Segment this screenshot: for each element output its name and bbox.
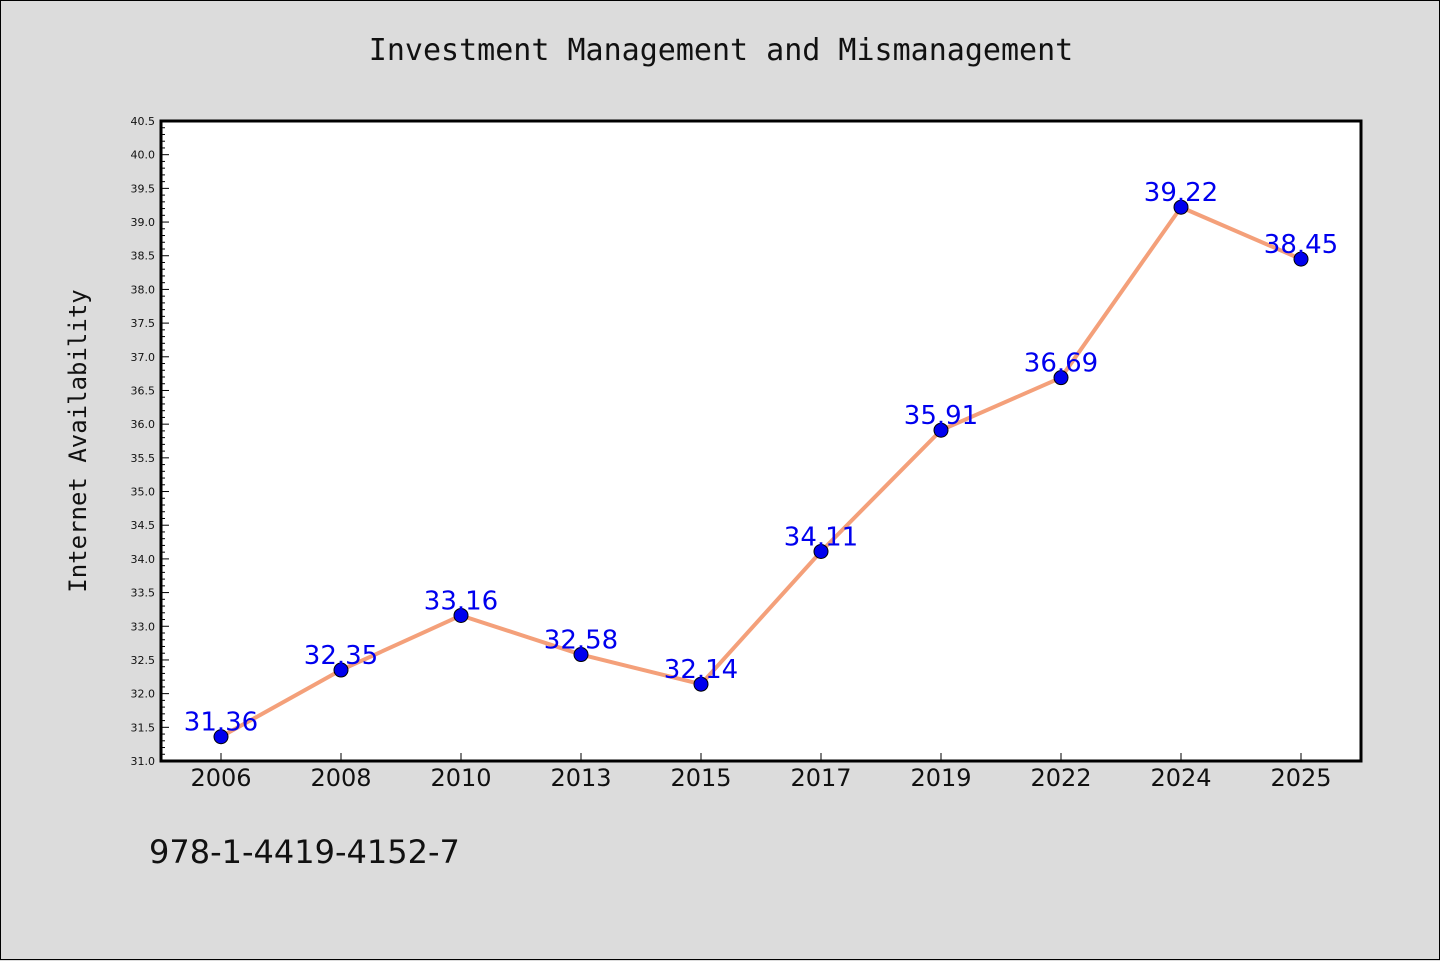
y-tick-label: 40.5 bbox=[131, 115, 156, 128]
y-tick-label: 40.0 bbox=[131, 149, 156, 162]
footer-code: 978-1-4419-4152-7 bbox=[149, 833, 460, 871]
series-line bbox=[219, 205, 1303, 739]
x-tick-label: 2024 bbox=[1150, 764, 1211, 792]
data-point bbox=[693, 676, 709, 692]
x-tick-label: 2013 bbox=[550, 764, 611, 792]
y-tick-label: 32.0 bbox=[131, 688, 156, 701]
y-tick-label: 37.5 bbox=[131, 317, 156, 330]
x-tick-label: 2006 bbox=[190, 764, 251, 792]
x-tick-label: 2010 bbox=[430, 764, 491, 792]
data-point bbox=[1053, 370, 1069, 386]
y-tick-label: 38.0 bbox=[131, 283, 156, 296]
data-point bbox=[573, 647, 589, 663]
data-point bbox=[1173, 199, 1189, 215]
data-point bbox=[453, 607, 469, 623]
data-label: 35.91 bbox=[904, 401, 978, 431]
x-tick-label: 2025 bbox=[1270, 764, 1331, 792]
y-tick-label: 39.5 bbox=[131, 182, 156, 195]
x-tick-label: 2019 bbox=[910, 764, 971, 792]
data-point bbox=[813, 543, 829, 559]
y-tick-label: 32.5 bbox=[131, 654, 156, 667]
y-tick-label: 31.5 bbox=[131, 721, 156, 734]
y-tick-label: 34.5 bbox=[131, 519, 156, 532]
x-tick-label: 2022 bbox=[1030, 764, 1091, 792]
data-label: 38.45 bbox=[1264, 230, 1338, 260]
y-tick-label: 34.0 bbox=[131, 553, 156, 566]
data-label: 33.16 bbox=[424, 586, 498, 616]
y-tick-label: 36.0 bbox=[131, 418, 156, 431]
data-label: 36.69 bbox=[1024, 349, 1098, 379]
x-tick-label: 2008 bbox=[310, 764, 371, 792]
data-label: 32.58 bbox=[544, 626, 618, 656]
y-tick-label: 33.0 bbox=[131, 620, 156, 633]
data-label: 39.22 bbox=[1144, 178, 1218, 208]
x-tick-label: 2017 bbox=[790, 764, 851, 792]
y-tick-label: 39.0 bbox=[131, 216, 156, 229]
x-tick-label: 2015 bbox=[670, 764, 731, 792]
y-tick-label: 38.5 bbox=[131, 250, 156, 263]
y-axis-label: Internet Availability bbox=[64, 289, 92, 592]
y-tick-label: 36.5 bbox=[131, 384, 156, 397]
data-label: 32.35 bbox=[304, 641, 378, 671]
y-tick-label: 31.0 bbox=[131, 755, 156, 768]
y-tick-label: 33.5 bbox=[131, 587, 156, 600]
data-label: 31.36 bbox=[184, 708, 258, 738]
y-tick-label: 37.0 bbox=[131, 351, 156, 364]
plot-area bbox=[161, 121, 1361, 761]
data-point bbox=[333, 662, 349, 678]
y-tick-label: 35.0 bbox=[131, 486, 156, 499]
data-label: 34.11 bbox=[784, 522, 858, 552]
data-label: 32.14 bbox=[664, 655, 738, 685]
y-tick-label: 35.5 bbox=[131, 452, 156, 465]
data-point bbox=[933, 422, 949, 438]
data-point bbox=[1293, 251, 1309, 267]
plot-frame bbox=[159, 119, 1363, 763]
chart-title: Investment Management and Mismanagement bbox=[368, 33, 1074, 68]
data-point bbox=[213, 729, 229, 745]
